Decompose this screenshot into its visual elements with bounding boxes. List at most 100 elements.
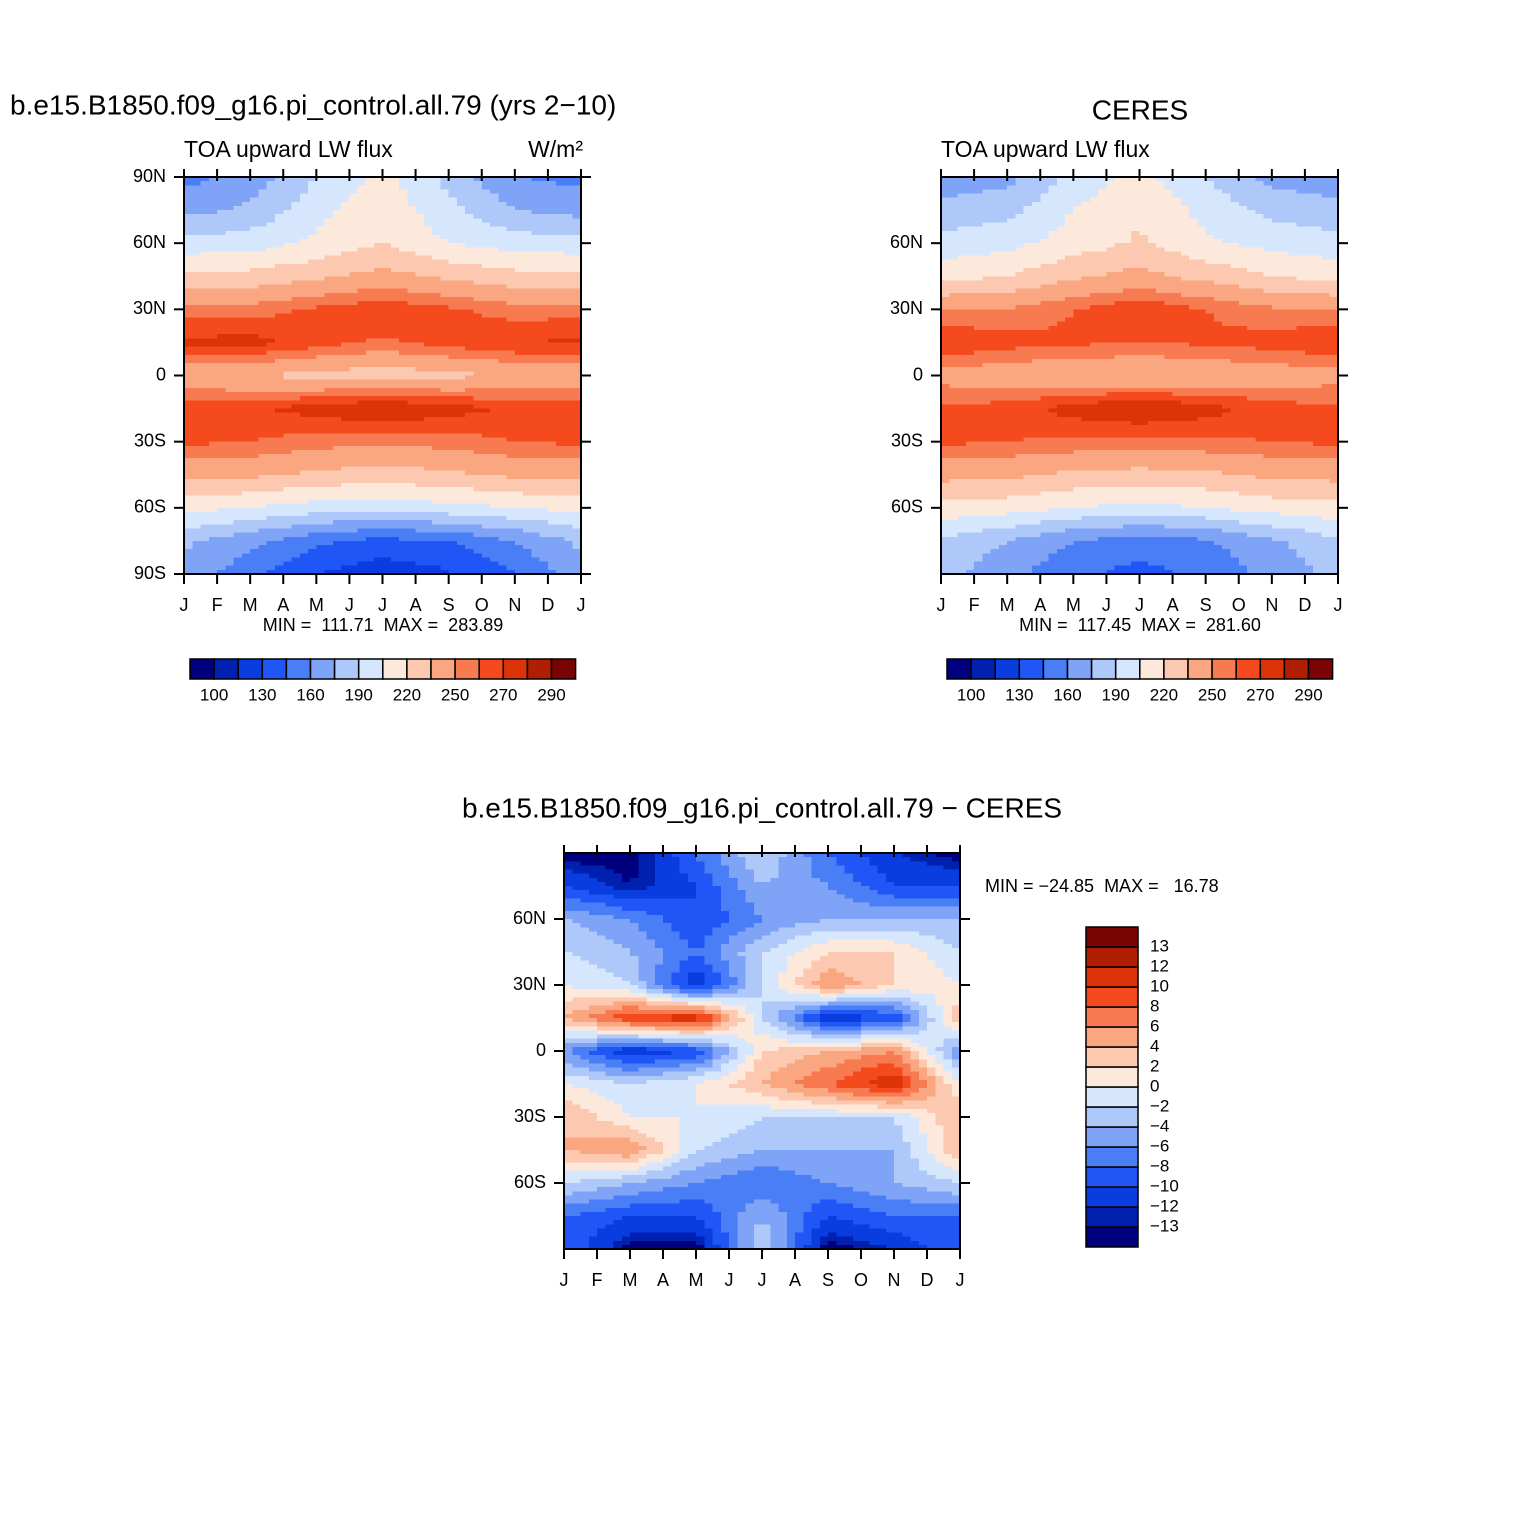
contour-cell bbox=[564, 354, 574, 360]
contour-cell bbox=[250, 317, 260, 323]
contour-cell bbox=[539, 230, 549, 236]
contour-cell bbox=[274, 565, 284, 571]
contour-cell bbox=[332, 478, 342, 484]
contour-cell bbox=[490, 358, 499, 364]
contour-cell bbox=[241, 313, 251, 319]
contour-cell bbox=[423, 433, 433, 439]
contour-cell bbox=[481, 276, 491, 281]
contour-cell bbox=[423, 272, 433, 277]
contour-cell bbox=[473, 243, 483, 248]
contour-cell bbox=[200, 280, 210, 286]
contour-cell bbox=[274, 387, 284, 393]
contour-cell bbox=[490, 292, 499, 298]
contour-cell bbox=[341, 288, 351, 294]
contour-cell bbox=[316, 474, 326, 480]
contour-cell bbox=[233, 288, 243, 294]
contour-cell bbox=[374, 243, 384, 248]
contour-cell bbox=[523, 358, 532, 364]
contour-cell bbox=[456, 416, 466, 422]
contour-cell bbox=[490, 520, 499, 525]
contour-cell bbox=[523, 466, 532, 472]
contour-cell bbox=[490, 540, 499, 546]
contour-cell bbox=[473, 557, 483, 563]
contour-cell bbox=[547, 565, 557, 571]
contour-cell bbox=[514, 458, 524, 463]
contour-cell bbox=[274, 404, 284, 410]
contour-cell bbox=[184, 267, 193, 273]
contour-cell bbox=[382, 189, 392, 195]
contour-cell bbox=[506, 507, 516, 513]
contour-cell bbox=[266, 557, 276, 563]
contour-cell bbox=[349, 458, 359, 463]
contour-cell bbox=[572, 259, 582, 265]
contour-cell bbox=[184, 495, 193, 501]
contour-cell bbox=[490, 317, 499, 323]
contour-cell bbox=[299, 445, 309, 451]
contour-cell bbox=[448, 379, 458, 385]
contour-cell bbox=[423, 363, 433, 368]
contour-cell bbox=[332, 350, 342, 356]
contour-cell bbox=[200, 185, 210, 191]
contour-cell bbox=[1180, 197, 1190, 203]
contour-cell bbox=[258, 412, 268, 418]
contour-cell bbox=[308, 371, 317, 377]
contour-cell bbox=[217, 226, 226, 232]
contour-cell bbox=[514, 474, 524, 480]
contour-cell bbox=[514, 313, 524, 319]
contour-cell bbox=[316, 561, 326, 567]
contour-cell bbox=[473, 499, 483, 505]
contour-cell bbox=[241, 507, 251, 513]
contour-cell bbox=[490, 201, 499, 207]
contour-cell bbox=[407, 354, 417, 360]
contour-cell bbox=[514, 445, 524, 451]
contour-cell bbox=[440, 363, 450, 368]
contour-cell bbox=[308, 429, 317, 434]
contour-cell bbox=[250, 400, 260, 406]
contour-cell bbox=[1222, 193, 1232, 199]
contour-cell bbox=[498, 565, 508, 571]
contour-cell bbox=[456, 375, 466, 381]
contour-cell bbox=[357, 429, 367, 434]
contour-cell bbox=[531, 507, 541, 513]
contour-cell bbox=[274, 569, 284, 575]
contour-cell bbox=[440, 226, 450, 232]
contour-cell bbox=[415, 189, 425, 195]
contour-cell bbox=[382, 387, 392, 393]
contour-cell bbox=[990, 177, 1000, 182]
contour-cell bbox=[448, 334, 458, 339]
contour-cell bbox=[266, 251, 276, 257]
contour-cell bbox=[266, 185, 276, 191]
contour-cell bbox=[283, 400, 293, 406]
contour-cell bbox=[1048, 193, 1058, 199]
contour-cell bbox=[357, 462, 367, 468]
contour-cell bbox=[415, 259, 425, 265]
contour-cell bbox=[498, 201, 508, 207]
contour-cell bbox=[349, 363, 359, 368]
contour-cell bbox=[506, 487, 516, 492]
contour-cell bbox=[465, 259, 475, 265]
contour-cell bbox=[250, 325, 260, 331]
contour-cell bbox=[184, 371, 193, 377]
contour-cell bbox=[399, 449, 408, 455]
contour-cell bbox=[357, 387, 367, 393]
contour-cell bbox=[225, 474, 235, 480]
contour-cell bbox=[448, 557, 458, 563]
contour-cell bbox=[374, 528, 384, 534]
contour-cell bbox=[266, 234, 276, 240]
contour-cell bbox=[233, 437, 243, 443]
contour-cell bbox=[374, 185, 384, 191]
contour-cell bbox=[192, 296, 202, 302]
contour-cell bbox=[448, 313, 458, 319]
contour-cell bbox=[349, 412, 359, 418]
contour-cell bbox=[456, 433, 466, 439]
contour-cell bbox=[349, 536, 359, 542]
contour-cell bbox=[399, 276, 408, 281]
contour-cell bbox=[407, 210, 417, 215]
contour-cell bbox=[531, 354, 541, 360]
contour-cell bbox=[374, 222, 384, 228]
contour-cell bbox=[357, 495, 367, 501]
contour-cell bbox=[217, 516, 226, 521]
contour-cell bbox=[407, 214, 417, 219]
contour-cell bbox=[473, 491, 483, 497]
contour-cell bbox=[440, 420, 450, 426]
